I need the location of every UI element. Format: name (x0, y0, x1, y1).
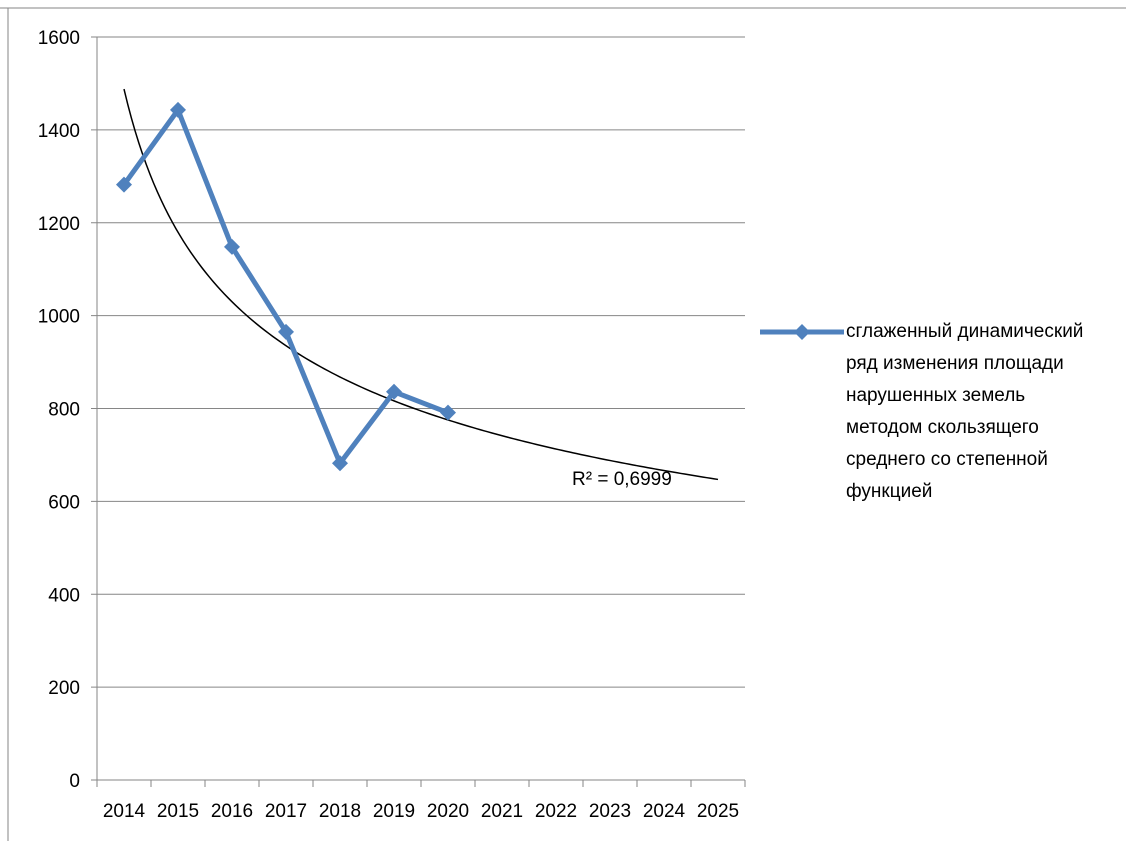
x-tick-label-2018: 2018 (319, 801, 361, 822)
x-tick-label-2014: 2014 (103, 801, 146, 822)
x-tick-label-2019: 2019 (373, 801, 415, 822)
gridlines (97, 36, 745, 688)
y-tick-label: 1600 (38, 28, 80, 49)
series-layer (116, 101, 456, 472)
x-tick-label-2017: 2017 (265, 801, 307, 822)
data-point-2014 (116, 176, 132, 193)
x-tick-label-2015: 2015 (157, 801, 199, 822)
y-tick-label: 0 (69, 771, 80, 792)
x-tick-label-2022: 2022 (535, 801, 577, 822)
tick-labels: 0 200 400 600 800 1000 1200 1400 1600 2014 2015 201… (38, 28, 739, 822)
data-point-2016 (224, 238, 240, 255)
x-tick-label-2020: 2020 (427, 801, 469, 822)
legend-series-label: сглаженный динамический ряд изменения пл… (846, 321, 1084, 502)
y-tick-label: 600 (48, 492, 80, 513)
data-point-2015 (170, 101, 186, 118)
data-point-2019 (386, 383, 402, 400)
y-tick-label: 1400 (38, 121, 80, 142)
r-squared-label: R² = 0,6999 (572, 469, 672, 490)
axes (0, 7, 1126, 841)
power-trendline (123, 88, 719, 481)
y-tick-label: 200 (48, 678, 80, 699)
x-tick-label-2021: 2021 (481, 801, 523, 822)
x-tick-label-2025: 2025 (697, 801, 739, 822)
x-tick-label-2016: 2016 (211, 801, 253, 822)
x-tick-label-2024: 2024 (643, 801, 686, 822)
y-tick-label: 1000 (38, 307, 80, 328)
trendline-layer (123, 88, 719, 481)
y-tick-label: 800 (48, 400, 80, 421)
data-point-2018 (332, 455, 348, 472)
y-tick-label: 400 (48, 585, 80, 606)
legend-series-marker (760, 324, 844, 340)
data-point-2020 (440, 404, 456, 421)
series-line (121, 107, 451, 466)
data-point-2017 (278, 323, 294, 340)
x-tick-label-2023: 2023 (589, 801, 631, 822)
y-tick-label: 1200 (38, 214, 80, 235)
